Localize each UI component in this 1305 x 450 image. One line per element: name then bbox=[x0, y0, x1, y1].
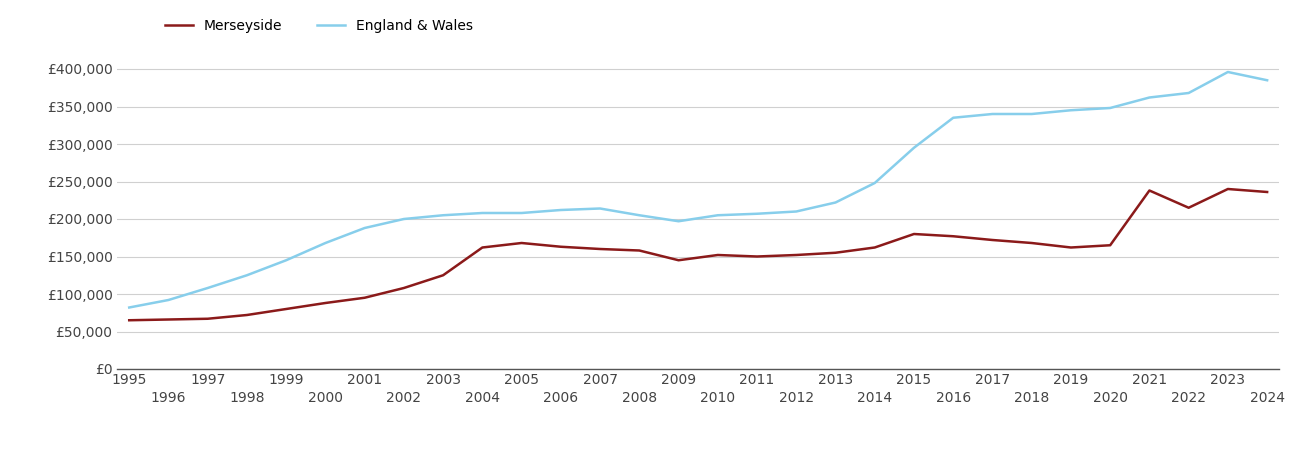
Merseyside bbox=[356, 295, 372, 301]
England & Wales bbox=[632, 212, 647, 218]
Merseyside bbox=[1181, 205, 1197, 211]
England & Wales bbox=[239, 273, 254, 278]
Merseyside bbox=[436, 273, 452, 278]
England & Wales bbox=[867, 180, 882, 186]
Merseyside bbox=[906, 231, 921, 237]
England & Wales bbox=[945, 115, 960, 121]
England & Wales bbox=[553, 207, 569, 213]
England & Wales bbox=[710, 212, 726, 218]
England & Wales bbox=[475, 210, 491, 216]
Merseyside bbox=[985, 237, 1001, 243]
England & Wales bbox=[788, 209, 804, 214]
England & Wales bbox=[906, 145, 921, 150]
Merseyside bbox=[867, 245, 882, 250]
Merseyside bbox=[1220, 186, 1236, 192]
Line: England & Wales: England & Wales bbox=[129, 72, 1267, 307]
Merseyside bbox=[121, 318, 137, 323]
England & Wales bbox=[1024, 111, 1040, 117]
England & Wales bbox=[671, 219, 686, 224]
England & Wales bbox=[121, 305, 137, 310]
Merseyside bbox=[161, 317, 176, 322]
Merseyside bbox=[710, 252, 726, 258]
England & Wales bbox=[1064, 108, 1079, 113]
England & Wales bbox=[1142, 95, 1158, 100]
Merseyside bbox=[788, 252, 804, 258]
Merseyside bbox=[278, 306, 294, 312]
England & Wales bbox=[200, 285, 215, 291]
Merseyside bbox=[945, 234, 960, 239]
Merseyside bbox=[200, 316, 215, 321]
Merseyside bbox=[1142, 188, 1158, 193]
England & Wales bbox=[356, 225, 372, 231]
England & Wales bbox=[161, 297, 176, 303]
England & Wales bbox=[1181, 90, 1197, 96]
England & Wales bbox=[749, 211, 765, 216]
England & Wales bbox=[985, 111, 1001, 117]
England & Wales bbox=[514, 210, 530, 216]
Merseyside bbox=[592, 246, 608, 252]
Merseyside bbox=[553, 244, 569, 249]
Merseyside bbox=[1103, 243, 1118, 248]
Merseyside bbox=[395, 285, 411, 291]
England & Wales bbox=[278, 257, 294, 263]
England & Wales bbox=[395, 216, 411, 222]
Merseyside bbox=[514, 240, 530, 246]
Merseyside bbox=[827, 250, 843, 256]
Merseyside bbox=[749, 254, 765, 259]
England & Wales bbox=[1103, 105, 1118, 111]
Merseyside bbox=[1064, 245, 1079, 250]
England & Wales bbox=[1220, 69, 1236, 75]
England & Wales bbox=[592, 206, 608, 211]
Merseyside bbox=[239, 312, 254, 318]
Merseyside bbox=[671, 257, 686, 263]
Merseyside bbox=[632, 248, 647, 253]
Merseyside bbox=[475, 245, 491, 250]
Merseyside bbox=[1259, 189, 1275, 195]
England & Wales bbox=[827, 200, 843, 205]
Legend: Merseyside, England & Wales: Merseyside, England & Wales bbox=[159, 14, 479, 39]
England & Wales bbox=[1259, 77, 1275, 83]
England & Wales bbox=[317, 240, 333, 246]
Line: Merseyside: Merseyside bbox=[129, 189, 1267, 320]
Merseyside bbox=[1024, 240, 1040, 246]
England & Wales bbox=[436, 212, 452, 218]
Merseyside bbox=[317, 300, 333, 306]
